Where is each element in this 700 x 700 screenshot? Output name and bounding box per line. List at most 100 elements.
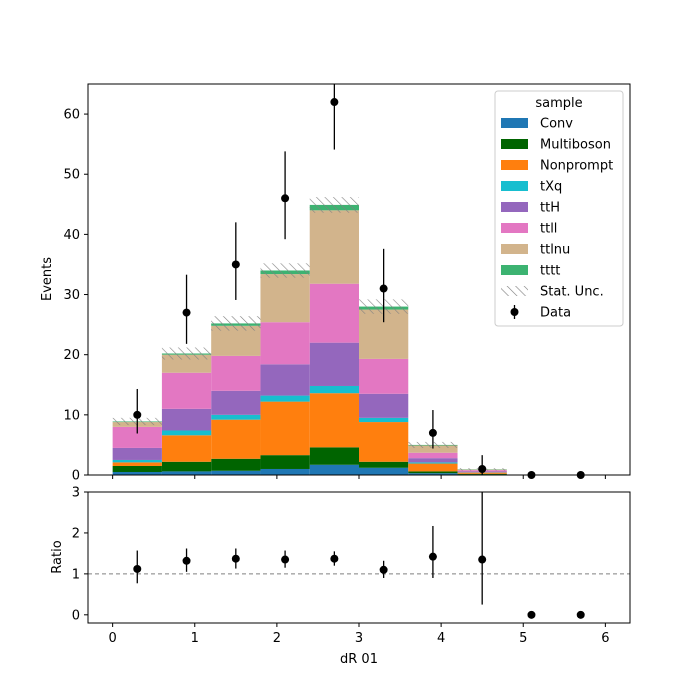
ratio-xtick-label: 1 [191, 631, 199, 646]
ratio-ytick-label: 2 [72, 526, 80, 541]
stat-unc-bin-2 [211, 316, 261, 331]
ratio-xtick-label: 4 [437, 631, 445, 646]
legend-swatch [501, 139, 528, 149]
legend-marker [510, 308, 519, 316]
ratio-point-4 [330, 554, 339, 563]
main-ytick-label: 0 [72, 469, 80, 484]
ratio-ytick-label: 3 [72, 486, 80, 501]
bar-tth-bin-5 [359, 393, 409, 418]
bar-txq-bin-2 [211, 414, 261, 420]
data-point-3 [281, 194, 290, 203]
legend-item-txq: tXq [501, 180, 562, 195]
bar-txq-bin-6 [408, 462, 458, 464]
bar-ttlnu-bin-6 [408, 445, 458, 453]
bar-ttll-bin-0 [112, 426, 162, 448]
legend-swatch [501, 181, 528, 191]
data-point-0 [133, 410, 142, 419]
legend-label: ttlnu [540, 243, 570, 258]
legend-label: Data [540, 306, 571, 321]
legend-label: tXq [540, 180, 562, 195]
data-point-2 [231, 260, 240, 269]
stat-unc-bin-3 [260, 263, 310, 278]
legend-item-nonprompt: Nonprompt [501, 159, 613, 174]
legend-swatch [501, 223, 528, 233]
main-ytick-label: 60 [63, 108, 80, 123]
bar-multiboson-bin-0 [112, 465, 162, 472]
main-y-axis-label: Events [40, 257, 55, 301]
bar-tth-bin-2 [211, 390, 261, 415]
bar-conv-bin-4 [309, 464, 359, 475]
main-ytick-label: 20 [63, 348, 80, 363]
bar-txq-bin-4 [309, 385, 359, 394]
bar-conv-bin-2 [211, 470, 261, 475]
legend-label: Multiboson [540, 138, 611, 153]
legend-item-tttt: tttt [501, 264, 560, 279]
bar-ttlnu-bin-2 [211, 325, 261, 356]
ratio-xtick-label: 3 [355, 631, 363, 646]
main-y-ticks: 0 10 20 30 40 50 60 [63, 108, 88, 484]
legend-swatch [501, 160, 528, 170]
legend-swatch [501, 265, 528, 275]
ratio-y-ticks: 0 1 2 3 [72, 486, 88, 623]
ratio-points [133, 492, 585, 619]
stacked-bars [112, 204, 507, 475]
bar-ttlnu-bin-4 [309, 210, 359, 284]
bar-tth-bin-4 [309, 342, 359, 386]
bar-nonprompt-bin-4 [309, 393, 359, 448]
legend-swatch [501, 118, 528, 128]
main-ytick-label: 50 [63, 168, 80, 183]
ratio-xtick-label: 6 [601, 631, 609, 646]
bar-ttll-bin-3 [260, 322, 310, 365]
ratio-ytick-label: 1 [72, 567, 80, 582]
x-axis-label: dR 01 [340, 652, 378, 667]
ratio-point-6 [428, 552, 437, 561]
ratio-xtick-label: 2 [273, 631, 281, 646]
bar-txq-bin-5 [359, 417, 409, 423]
main-x-ticks [112, 475, 606, 479]
bar-ttll-bin-4 [309, 283, 359, 343]
legend-item-data: Data [510, 305, 571, 321]
legend-label: ttll [540, 222, 557, 237]
bar-ttll-bin-6 [408, 452, 458, 459]
bar-ttll-bin-5 [359, 358, 409, 394]
bar-nonprompt-bin-1 [161, 435, 212, 462]
ratio-point-7 [478, 555, 487, 564]
ratio-point-2 [231, 554, 240, 563]
bar-tth-bin-6 [408, 458, 458, 463]
bar-txq-bin-0 [112, 459, 162, 463]
bar-txq-bin-3 [260, 395, 310, 402]
ratio-xtick-label: 5 [519, 631, 527, 646]
data-point-1 [182, 308, 191, 317]
ratio-xtick-label: 0 [108, 631, 116, 646]
bar-nonprompt-bin-0 [112, 462, 162, 466]
bar-tth-bin-3 [260, 364, 310, 396]
data-point-6 [428, 428, 437, 437]
legend-item-ttll: ttll [501, 222, 557, 237]
ratio-point-9 [576, 610, 585, 619]
bar-conv-bin-3 [260, 468, 310, 475]
legend-item-tth: ttH [501, 201, 560, 216]
legend-label: Stat. Unc. [540, 285, 604, 300]
bar-conv-bin-1 [161, 471, 212, 475]
bar-nonprompt-bin-3 [260, 401, 310, 456]
main-ytick-label: 10 [63, 408, 80, 423]
legend-label: Conv [540, 117, 573, 132]
bar-nonprompt-bin-6 [408, 463, 458, 472]
bar-multiboson-bin-2 [211, 458, 261, 471]
data-point-4 [330, 98, 339, 107]
ratio-ytick-label: 0 [72, 608, 80, 623]
legend-item-multiboson: Multiboson [501, 138, 611, 153]
bar-tth-bin-0 [112, 447, 162, 460]
bar-multiboson-bin-6 [408, 471, 458, 474]
ratio-y-axis-label: Ratio [50, 540, 65, 573]
bar-nonprompt-bin-5 [359, 422, 409, 462]
ratio-point-8 [527, 610, 536, 619]
legend-label: ttH [540, 201, 560, 216]
stat-unc-bin-1 [161, 347, 212, 360]
ratio-point-5 [379, 565, 388, 574]
bar-multiboson-bin-4 [309, 447, 359, 465]
legend-label: Nonprompt [540, 159, 613, 174]
legend-item-conv: Conv [501, 117, 573, 132]
bar-multiboson-bin-5 [359, 461, 409, 468]
data-point-7 [478, 464, 487, 473]
